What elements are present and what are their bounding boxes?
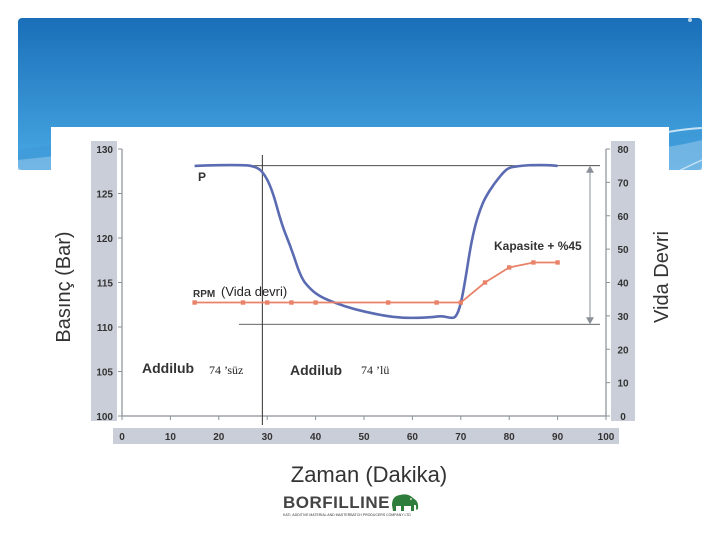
y-tick-label: 125 (96, 190, 113, 201)
addilub-suffix-2: 74 ’lü (361, 363, 389, 377)
y2-axis-title: Vida Devri (651, 231, 669, 323)
logo-wordmark: BORFILLINE (283, 493, 390, 512)
x-tick-label: 0 (119, 432, 125, 443)
x-tick-box (113, 428, 619, 444)
rpm-line (194, 261, 558, 304)
y-tick-label: 105 (96, 368, 113, 379)
y-tick-label: 130 (96, 145, 113, 156)
rpm-marker (386, 300, 391, 305)
y2-tick-label: 80 (617, 145, 629, 156)
y-tick-box (91, 141, 117, 421)
y2-tick-label: 0 (620, 412, 626, 423)
logo-tagline: KATI, ADDITIVE MATERIAL AND MASTERBATCH … (283, 513, 411, 517)
rpm-marker (313, 300, 318, 305)
p-label: P (198, 170, 206, 184)
y-tick-label: 120 (96, 234, 113, 245)
y-axis-title: Basınç (Bar) (53, 231, 75, 342)
y2-tick-label: 10 (617, 379, 629, 390)
rpm-paren-label: (Vida devri) (221, 284, 287, 299)
x-tick-label: 100 (598, 432, 615, 443)
chart-series (192, 163, 560, 320)
x-tick-label: 60 (407, 432, 419, 443)
pressure-line (194, 163, 558, 320)
rpm-marker (240, 300, 246, 305)
x-axis-title: Zaman (Dakika) (291, 462, 447, 487)
rpm-marker (555, 260, 560, 265)
rpm-marker (482, 280, 488, 285)
x-tick-label: 50 (358, 432, 370, 443)
reference-lines (239, 155, 600, 425)
addilub-label-1: Addilub (142, 360, 194, 376)
y-tick-label: 110 (97, 323, 114, 334)
x-tick-label: 80 (504, 432, 516, 443)
y-tick-label: 100 (96, 412, 113, 423)
rpm-marker (265, 300, 270, 305)
rpm-marker (192, 300, 197, 305)
x-tick-label: 10 (165, 432, 177, 443)
tick-label-boxes (91, 141, 635, 444)
x-tick-label: 70 (455, 432, 467, 443)
rpm-marker (531, 260, 536, 265)
x-tick-label: 40 (310, 432, 322, 443)
addilub-label-2: Addilub (290, 362, 342, 378)
capacity-arrow-head-down (586, 317, 594, 325)
x-tick-label: 20 (213, 432, 225, 443)
y2-tick-label: 30 (617, 312, 629, 323)
y2-tick-label: 60 (617, 212, 629, 223)
company-logo: BORFILLINE KATI, ADDITIVE MATERIAL AND M… (283, 493, 419, 517)
rpm-marker (507, 265, 512, 270)
capacity-label: Kapasite + %45 (494, 239, 582, 253)
y2-tick-label: 70 (617, 178, 629, 189)
y2-tick-label: 40 (617, 279, 629, 290)
x-tick-label: 30 (262, 432, 274, 443)
x-tick-label: 90 (552, 432, 564, 443)
rpm-marker (458, 300, 463, 305)
rpm-marker (434, 300, 439, 305)
elephant-icon (392, 494, 419, 511)
chart-axes (118, 148, 610, 420)
rpm-marker (289, 300, 294, 305)
capacity-arrow-head-up (586, 165, 594, 173)
y2-tick-label: 20 (617, 345, 629, 356)
y2-tick-label: 50 (617, 245, 629, 256)
chart-panel: 100 105 110 115 120 125 130 0 10 20 30 40 50 60 70 80 0 1… (51, 127, 669, 522)
y-tick-label: 115 (97, 279, 114, 290)
addilub-suffix-1: 74 ’süz (209, 363, 243, 377)
rpm-label: RPM (193, 289, 215, 300)
y2-tick-box (611, 141, 635, 421)
